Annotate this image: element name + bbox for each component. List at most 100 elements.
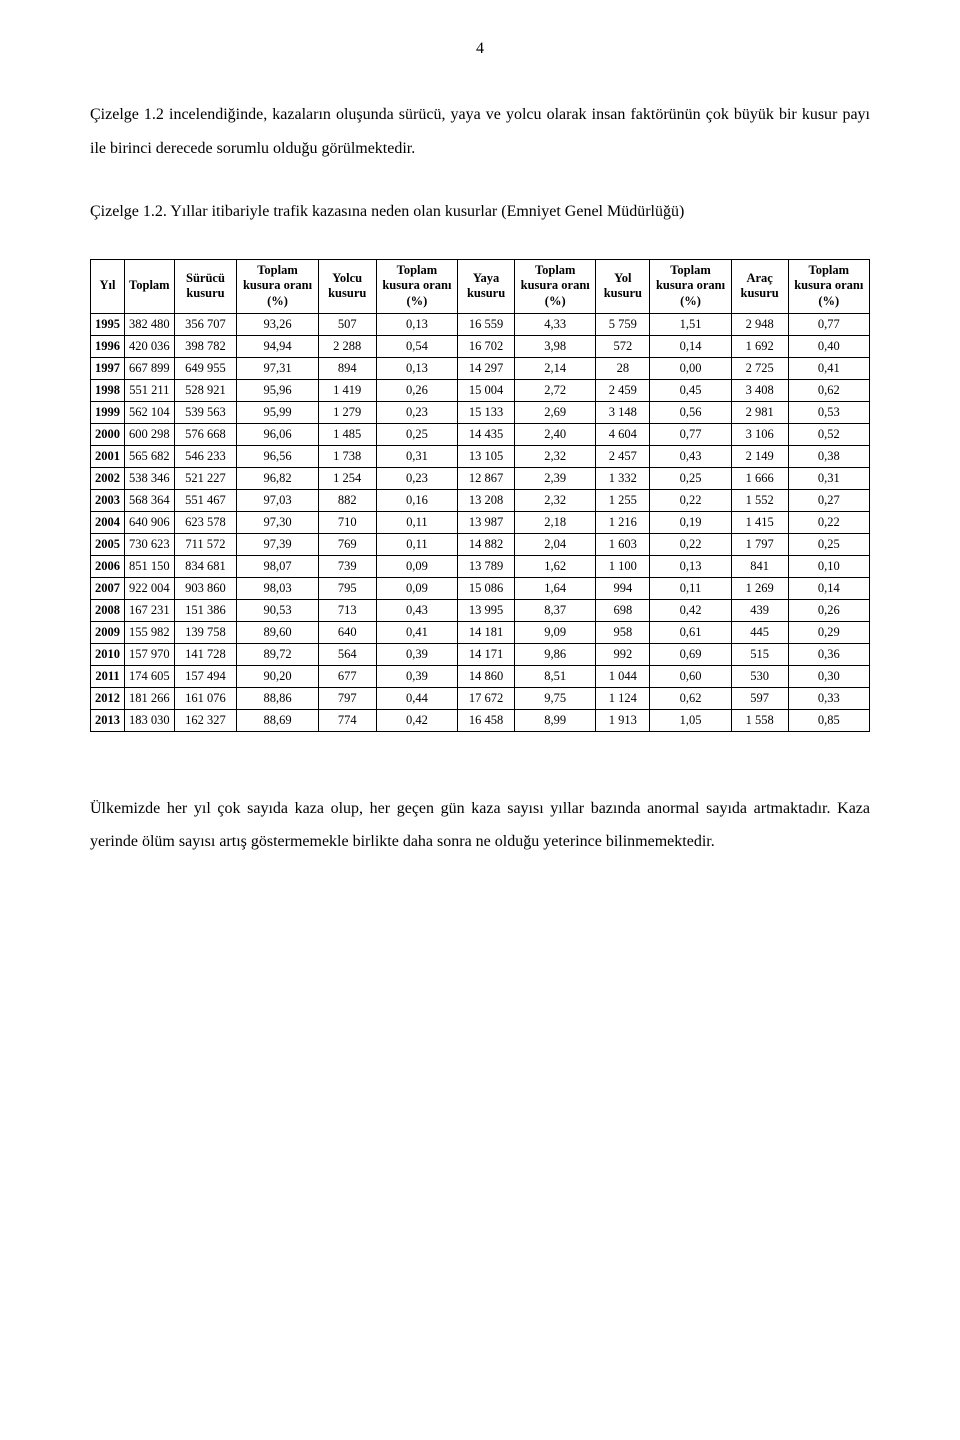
table-cell: 162 327 <box>174 709 237 731</box>
table-cell: 2,40 <box>515 423 596 445</box>
table-cell: 90,20 <box>237 665 318 687</box>
table-row: 2001565 682546 23396,561 7380,3113 1052,… <box>91 445 870 467</box>
table-cell: 2,18 <box>515 511 596 533</box>
table-cell: 356 707 <box>174 313 237 335</box>
table-cell: 711 572 <box>174 533 237 555</box>
table-cell: 521 227 <box>174 467 237 489</box>
col-passenger-pct: Toplam kusura oranı (%) <box>376 259 457 313</box>
table-cell: 8,37 <box>515 599 596 621</box>
table-cell: 0,11 <box>376 533 457 555</box>
table-cell: 155 982 <box>125 621 175 643</box>
table-cell: 2 725 <box>731 357 788 379</box>
table-cell: 1 332 <box>596 467 650 489</box>
table-cell: 97,03 <box>237 489 318 511</box>
table-cell: 0,09 <box>376 555 457 577</box>
table-cell: 1 255 <box>596 489 650 511</box>
table-row: 2000600 298576 66896,061 4850,2514 4352,… <box>91 423 870 445</box>
table-row: 2009155 982139 75889,606400,4114 1819,09… <box>91 621 870 643</box>
table-cell: 546 233 <box>174 445 237 467</box>
table-cell: 398 782 <box>174 335 237 357</box>
table-cell: 89,72 <box>237 643 318 665</box>
table-cell: 88,86 <box>237 687 318 709</box>
table-cell: 992 <box>596 643 650 665</box>
table-cell: 1 415 <box>731 511 788 533</box>
table-cell: 157 494 <box>174 665 237 687</box>
table-cell: 0,39 <box>376 665 457 687</box>
table-cell: 1999 <box>91 401 125 423</box>
table-cell: 0,11 <box>650 577 731 599</box>
table-cell: 420 036 <box>125 335 175 357</box>
table-cell: 2 149 <box>731 445 788 467</box>
table-cell: 597 <box>731 687 788 709</box>
table-cell: 14 181 <box>458 621 515 643</box>
table-row: 1999562 104539 56395,991 2790,2315 1332,… <box>91 401 870 423</box>
table-cell: 9,09 <box>515 621 596 643</box>
table-cell: 0,25 <box>650 467 731 489</box>
table-cell: 382 480 <box>125 313 175 335</box>
table-cell: 16 559 <box>458 313 515 335</box>
table-cell: 0,22 <box>650 533 731 555</box>
table-cell: 894 <box>318 357 376 379</box>
table-cell: 96,56 <box>237 445 318 467</box>
table-cell: 1996 <box>91 335 125 357</box>
table-cell: 2003 <box>91 489 125 511</box>
table-cell: 12 867 <box>458 467 515 489</box>
table-cell: 0,44 <box>376 687 457 709</box>
table-row: 2003568 364551 46797,038820,1613 2082,32… <box>91 489 870 511</box>
table-cell: 730 623 <box>125 533 175 555</box>
table-cell: 3 148 <box>596 401 650 423</box>
table-cell: 2001 <box>91 445 125 467</box>
table-cell: 1 558 <box>731 709 788 731</box>
table-cell: 0,42 <box>376 709 457 731</box>
table-cell: 2013 <box>91 709 125 731</box>
table-cell: 903 860 <box>174 577 237 599</box>
table-cell: 5 759 <box>596 313 650 335</box>
table-cell: 0,23 <box>376 467 457 489</box>
table-cell: 0,25 <box>788 533 869 555</box>
table-cell: 841 <box>731 555 788 577</box>
table-cell: 4 604 <box>596 423 650 445</box>
table-cell: 640 <box>318 621 376 643</box>
table-cell: 0,62 <box>650 687 731 709</box>
table-cell: 16 702 <box>458 335 515 357</box>
table-cell: 1 044 <box>596 665 650 687</box>
table-cell: 2010 <box>91 643 125 665</box>
table-cell: 698 <box>596 599 650 621</box>
table-cell: 13 995 <box>458 599 515 621</box>
table-row: 2013183 030162 32788,697740,4216 4588,99… <box>91 709 870 731</box>
col-driver-pct: Toplam kusura oranı (%) <box>237 259 318 313</box>
table-body: 1995382 480356 70793,265070,1316 5594,33… <box>91 313 870 731</box>
table-cell: 2002 <box>91 467 125 489</box>
table-cell: 8,99 <box>515 709 596 731</box>
table-cell: 15 086 <box>458 577 515 599</box>
table-cell: 88,69 <box>237 709 318 731</box>
table-cell: 0,43 <box>376 599 457 621</box>
table-cell: 851 150 <box>125 555 175 577</box>
table-cell: 167 231 <box>125 599 175 621</box>
table-cell: 14 171 <box>458 643 515 665</box>
table-cell: 0,41 <box>788 357 869 379</box>
col-road-pct: Toplam kusura oranı (%) <box>650 259 731 313</box>
table-cell: 9,86 <box>515 643 596 665</box>
table-cell: 551 211 <box>125 379 175 401</box>
table-cell: 0,42 <box>650 599 731 621</box>
table-cell: 1,64 <box>515 577 596 599</box>
table-cell: 157 970 <box>125 643 175 665</box>
table-cell: 2007 <box>91 577 125 599</box>
table-cell: 0,38 <box>788 445 869 467</box>
table-cell: 1 279 <box>318 401 376 423</box>
table-cell: 2,39 <box>515 467 596 489</box>
table-cell: 1995 <box>91 313 125 335</box>
table-cell: 958 <box>596 621 650 643</box>
table-cell: 96,06 <box>237 423 318 445</box>
table-cell: 8,51 <box>515 665 596 687</box>
table-cell: 562 104 <box>125 401 175 423</box>
table-cell: 0,11 <box>376 511 457 533</box>
table-cell: 0,13 <box>650 555 731 577</box>
table-row: 2011174 605157 49490,206770,3914 8608,51… <box>91 665 870 687</box>
table-cell: 713 <box>318 599 376 621</box>
table-cell: 3,98 <box>515 335 596 357</box>
table-row: 2008167 231151 38690,537130,4313 9958,37… <box>91 599 870 621</box>
table-cell: 98,07 <box>237 555 318 577</box>
col-vehicle-pct: Toplam kusura oranı (%) <box>788 259 869 313</box>
